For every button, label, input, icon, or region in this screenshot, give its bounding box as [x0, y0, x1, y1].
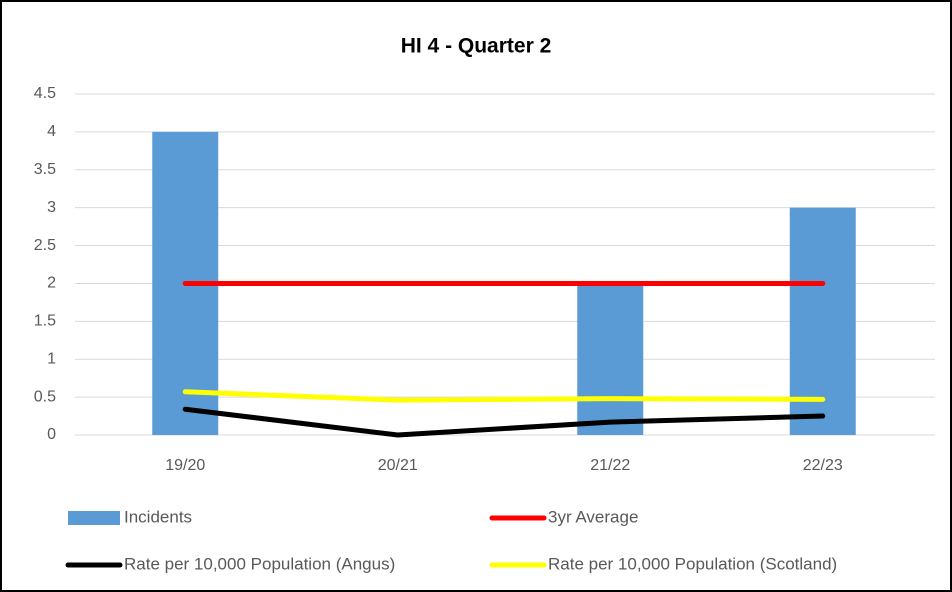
y-tick-label: 4	[47, 123, 56, 140]
y-tick-label: 1.5	[34, 313, 56, 330]
legend-label: 3yr Average	[548, 507, 638, 526]
x-tick-label: 22/23	[803, 457, 843, 474]
legend-label: Rate per 10,000 Population (Angus)	[124, 554, 395, 573]
line-series	[182, 389, 826, 403]
legend-label: Incidents	[124, 507, 192, 526]
y-tick-label: 3	[47, 199, 56, 216]
chart-title: HI 4 - Quarter 2	[401, 35, 552, 58]
y-tick-label: 1	[47, 350, 56, 367]
y-tick-label: 4.5	[34, 85, 56, 102]
y-tick-label: 0.5	[34, 388, 56, 405]
y-tick-label: 2.5	[34, 237, 56, 254]
line-series	[182, 406, 826, 438]
legend-swatch	[68, 511, 120, 525]
x-tick-label: 21/22	[590, 457, 630, 474]
x-tick-label: 19/20	[165, 457, 205, 474]
y-tick-label: 0	[47, 426, 56, 443]
y-tick-label: 2	[47, 275, 56, 292]
y-tick-label: 3.5	[34, 161, 56, 178]
bar	[577, 283, 644, 435]
x-tick-label: 20/21	[378, 457, 418, 474]
legend-label: Rate per 10,000 Population (Scotland)	[548, 554, 837, 573]
